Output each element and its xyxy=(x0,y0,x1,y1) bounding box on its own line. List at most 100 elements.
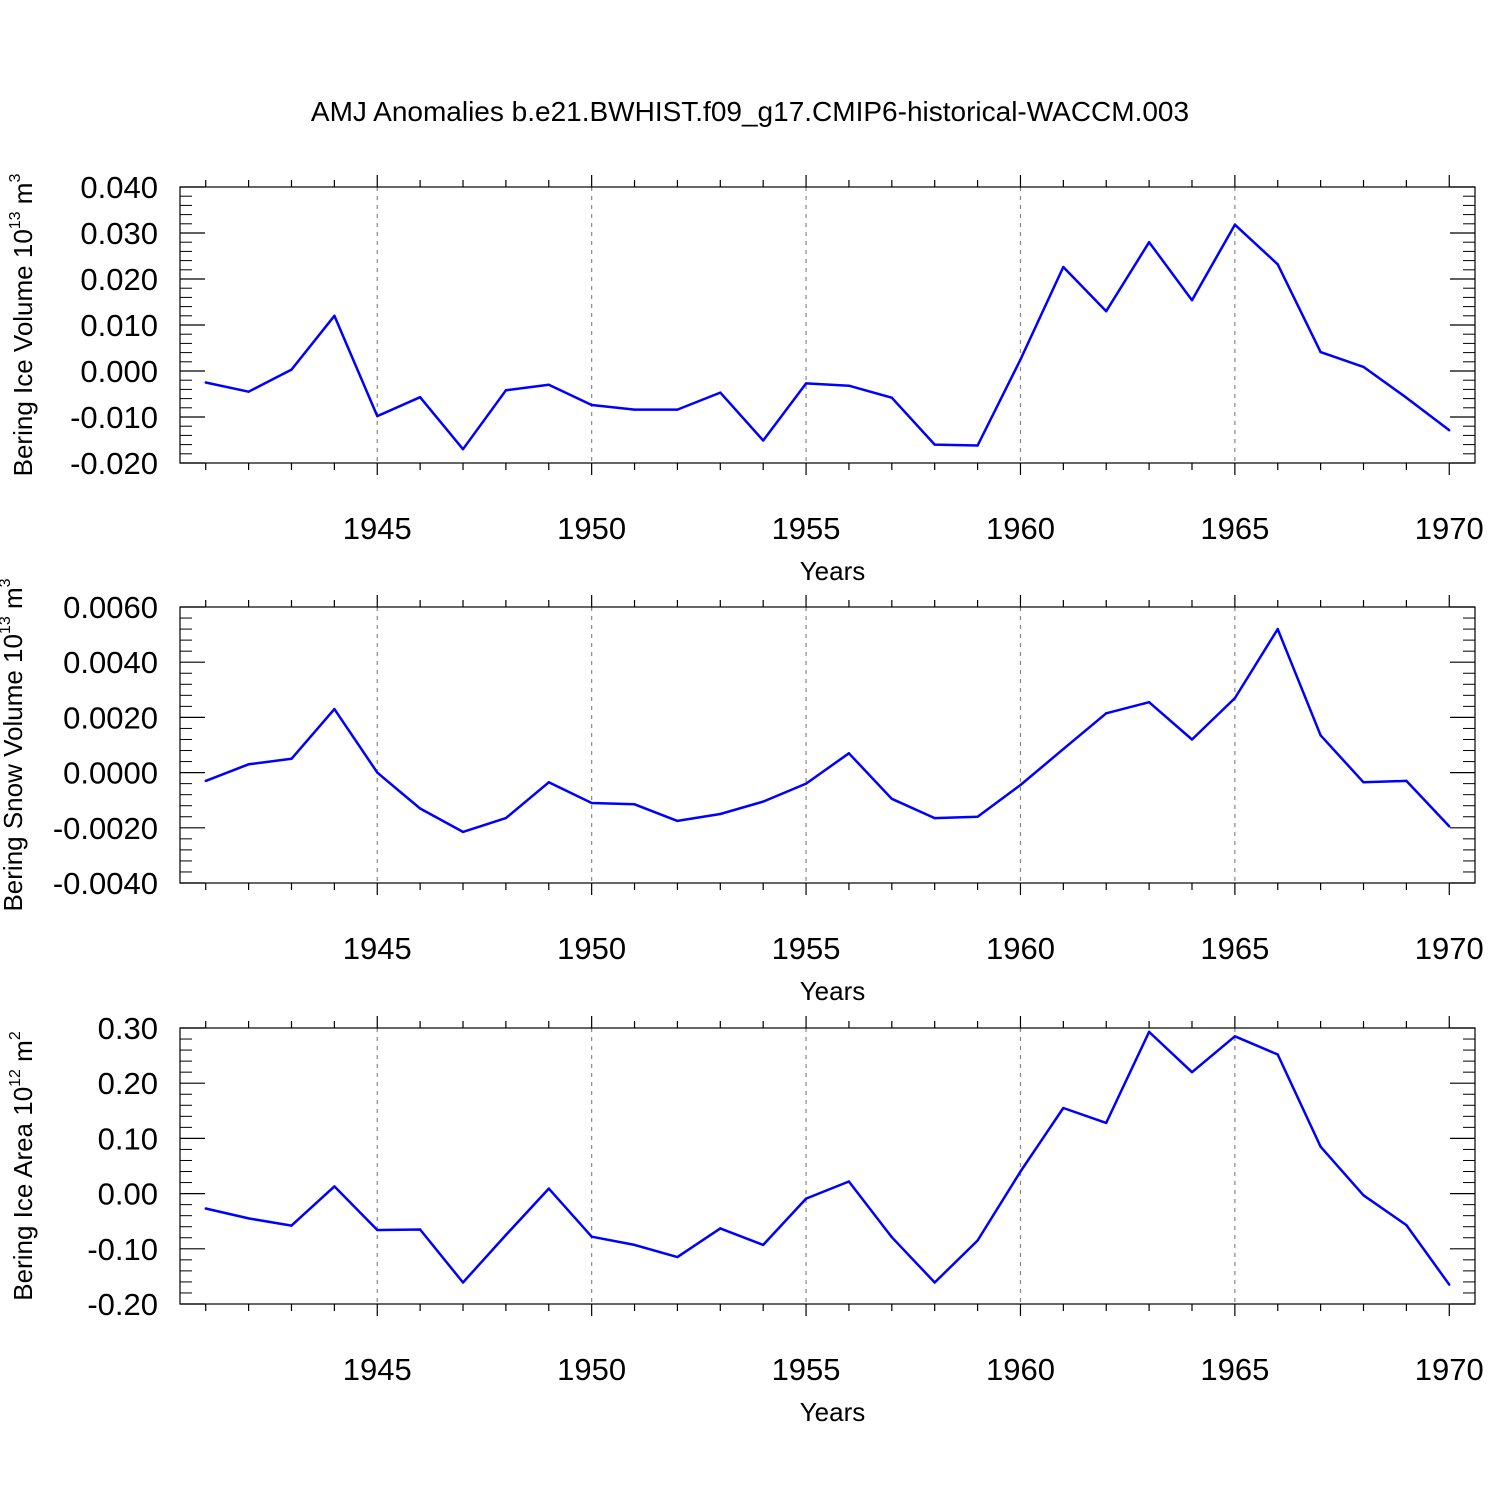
data-point xyxy=(1448,429,1451,432)
data-point xyxy=(890,797,894,801)
data-point xyxy=(376,414,379,418)
y-tick-label: 0.20 xyxy=(98,1066,158,1101)
data-point xyxy=(890,1236,894,1239)
data-point xyxy=(804,382,808,385)
data-point xyxy=(1405,1223,1408,1227)
data-point xyxy=(418,396,422,399)
data-point xyxy=(1147,701,1151,704)
data-point xyxy=(1019,358,1022,361)
data-point xyxy=(1362,365,1365,369)
data-point xyxy=(1319,734,1322,737)
data-point xyxy=(719,1227,722,1230)
x-tick-label: 1970 xyxy=(1415,931,1484,966)
y-label-exponent: 13 xyxy=(0,616,14,634)
data-point xyxy=(719,812,722,816)
data-point xyxy=(633,803,636,806)
data-point xyxy=(1019,783,1022,787)
y-axis-label: Bering Ice Area 1012 m2 xyxy=(7,1031,38,1301)
data-point xyxy=(504,389,508,392)
panel-snow-volume: -0.0040 -0.0020 0.0000 0.0020 0.0040 0.0060 19… xyxy=(0,578,1484,1006)
x-tick-label: 1960 xyxy=(986,511,1055,546)
data-point xyxy=(676,408,679,411)
data-point xyxy=(247,763,250,766)
data-point xyxy=(1276,263,1279,266)
y-tick-label: 0.10 xyxy=(98,1121,158,1156)
y-label-main: Bering Ice Volume 10 xyxy=(8,229,38,476)
y-label-unit: m xyxy=(0,587,28,616)
data-point xyxy=(1233,223,1237,226)
data-point xyxy=(1105,712,1108,715)
y-label-unit: m xyxy=(8,183,38,212)
x-axis-label: Years xyxy=(800,976,866,1006)
data-point xyxy=(376,771,379,774)
y-tick-label: 0.0020 xyxy=(63,700,158,735)
data-point xyxy=(461,448,465,451)
data-point xyxy=(1190,1070,1194,1074)
data-point xyxy=(1233,696,1237,700)
data-point xyxy=(933,1281,936,1284)
data-point xyxy=(376,1228,379,1232)
data-point xyxy=(847,752,851,755)
x-tick-label: 1945 xyxy=(343,1352,412,1387)
panel-ice-area: -0.20 -0.10 0.00 0.10 0.20 0.30 1945 1950 1955 19… xyxy=(7,1011,1484,1427)
x-tick-label: 1945 xyxy=(343,511,412,546)
x-tick-label: 1965 xyxy=(1200,931,1269,966)
data-point xyxy=(590,403,593,407)
y-tick-label: 0.000 xyxy=(80,354,158,389)
data-point xyxy=(761,800,765,803)
data-point xyxy=(676,819,679,823)
data-point xyxy=(504,816,508,820)
y-tick-label: -0.20 xyxy=(87,1287,158,1322)
chart-title: AMJ Anomalies b.e21.BWHIST.f09_g17.CMIP6… xyxy=(310,96,1190,127)
data-point xyxy=(290,368,293,371)
x-tick-label: 1970 xyxy=(1415,511,1484,546)
plot-frame xyxy=(179,1027,1476,1305)
data-point xyxy=(290,757,293,760)
y-tick-label: 0.0040 xyxy=(63,645,158,680)
y-label-unit-exponent: 2 xyxy=(7,1031,24,1040)
x-tick-label: 1955 xyxy=(772,931,841,966)
data-point xyxy=(890,396,894,399)
data-point xyxy=(1319,1145,1322,1148)
x-tick-label: 1950 xyxy=(557,511,626,546)
data-point xyxy=(204,381,207,384)
data-point xyxy=(933,816,936,820)
data-point xyxy=(1062,1106,1065,1110)
data-point xyxy=(547,1187,550,1190)
y-tick-label: 0.30 xyxy=(98,1011,158,1046)
y-tick-label: -0.010 xyxy=(70,400,158,435)
data-point xyxy=(1276,627,1279,631)
y-label-main: Bering Ice Area 10 xyxy=(8,1087,38,1301)
y-tick-label: 0.0060 xyxy=(63,590,158,625)
data-point xyxy=(1062,265,1065,269)
data-point xyxy=(1147,241,1151,244)
data-point xyxy=(1405,396,1408,399)
data-point xyxy=(1448,1283,1451,1286)
y-tick-label: 0.00 xyxy=(98,1177,158,1212)
y-tick-label: 0.0000 xyxy=(63,756,158,791)
data-point xyxy=(247,1217,250,1220)
x-axis-label: Years xyxy=(800,556,866,586)
x-tick-label: 1950 xyxy=(557,931,626,966)
data-point xyxy=(590,1235,593,1238)
y-label-unit-exponent: 3 xyxy=(0,578,14,587)
y-tick-label: -0.020 xyxy=(70,446,158,481)
data-point xyxy=(333,707,336,711)
data-point xyxy=(1362,1194,1365,1197)
data-point xyxy=(633,408,636,411)
data-point xyxy=(461,830,465,834)
y-label-main: Bering Snow Volume 10 xyxy=(0,634,28,912)
data-point xyxy=(461,1281,465,1284)
x-tick-label: 1955 xyxy=(772,511,841,546)
y-label-exponent: 12 xyxy=(7,1069,24,1087)
data-point xyxy=(1276,1053,1279,1056)
data-point xyxy=(676,1255,679,1259)
data-point xyxy=(1062,747,1065,751)
y-tick-label: 0.030 xyxy=(80,216,158,251)
data-point xyxy=(633,1243,636,1247)
data-point xyxy=(418,1228,422,1231)
data-point xyxy=(504,1233,508,1237)
data-point xyxy=(1362,781,1365,784)
data-point xyxy=(976,1239,979,1242)
data-point xyxy=(933,443,936,446)
